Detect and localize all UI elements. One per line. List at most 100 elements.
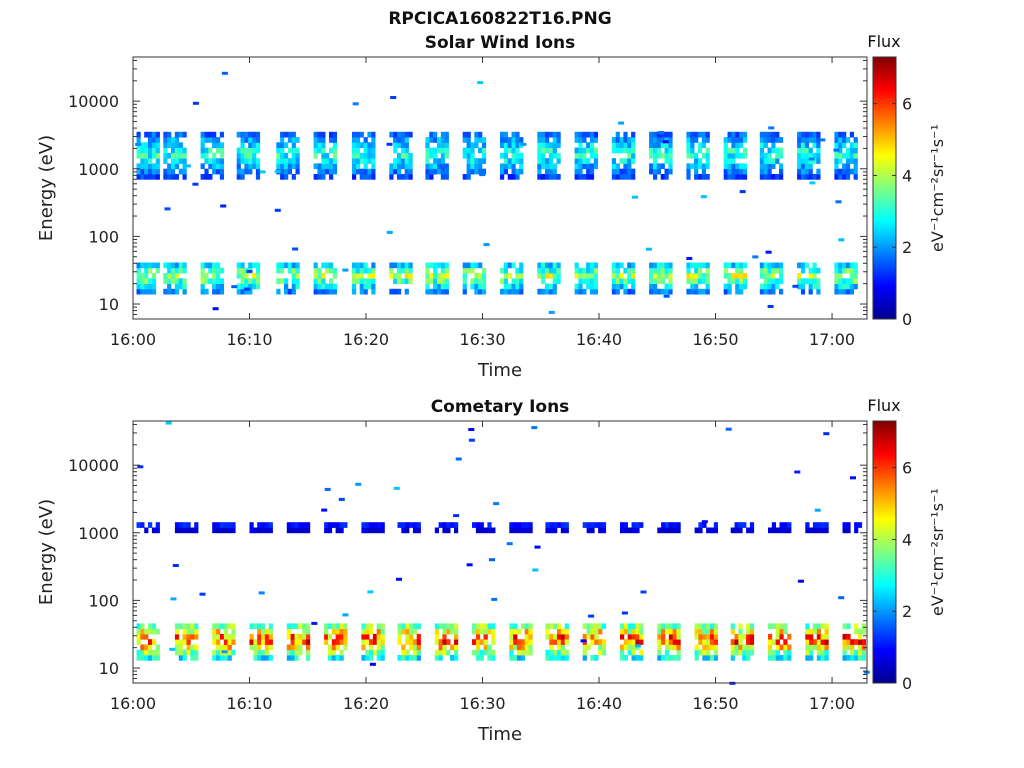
heatmap-cell <box>306 649 311 656</box>
heatmap-cell <box>582 158 587 164</box>
heatmap-cell <box>470 142 475 148</box>
heatmap-cell <box>702 522 707 528</box>
heatmap-cell <box>446 623 451 630</box>
heatmap-cell <box>816 644 821 651</box>
heatmap-cell <box>438 655 443 661</box>
heatmap-cell <box>182 522 187 528</box>
heatmap-cell <box>623 623 628 630</box>
heatmap-cell <box>749 628 755 635</box>
heatmap-cell <box>440 262 445 269</box>
heatmap-cell <box>291 137 296 143</box>
heatmap-cell <box>454 649 459 656</box>
heatmap-cell <box>578 131 583 138</box>
heatmap-cell <box>317 283 322 290</box>
heatmap-cell <box>409 644 414 651</box>
heatmap-cell <box>713 639 718 645</box>
heatmap-cell <box>623 163 628 170</box>
heatmap-cell <box>759 158 764 164</box>
heatmap-cell <box>478 262 483 269</box>
heatmap-cell <box>291 278 296 284</box>
heatmap-cell <box>808 137 813 143</box>
heatmap-cell <box>664 131 669 138</box>
heatmap-cell <box>586 131 591 138</box>
heatmap-cell <box>738 623 743 630</box>
heatmap-cell <box>462 278 467 284</box>
heatmap-cell <box>182 147 187 154</box>
heatmap-cell <box>619 142 624 148</box>
panel-title: Solar Wind Ions <box>425 33 576 53</box>
heatmap-cell <box>216 283 221 290</box>
heatmap-cell <box>653 158 658 164</box>
heatmap-cell <box>742 174 748 180</box>
heatmap-cell <box>468 438 475 442</box>
heatmap-cell <box>738 628 743 635</box>
heatmap-cell <box>327 649 333 656</box>
heatmap-cell <box>264 655 270 661</box>
heatmap-cell <box>739 163 744 170</box>
heatmap-cell <box>553 639 558 645</box>
heatmap-cell <box>167 283 172 290</box>
heatmap-cell <box>174 639 180 645</box>
heatmap-cell <box>280 174 285 180</box>
heatmap-cell <box>730 644 735 651</box>
heatmap-cell <box>627 288 632 295</box>
heatmap-cell <box>306 628 311 635</box>
heatmap-cell <box>186 628 191 635</box>
heatmap-cell <box>730 628 735 635</box>
heatmap-cell <box>615 137 620 143</box>
heatmap-cell <box>763 273 768 279</box>
heatmap-cell <box>507 137 512 143</box>
heatmap-cell <box>174 283 179 290</box>
heatmap-cell <box>208 262 213 269</box>
heatmap-cell <box>627 158 632 164</box>
heatmap-cell <box>730 655 735 661</box>
heatmap-cell <box>686 131 691 138</box>
heatmap-cell <box>849 158 854 164</box>
heatmap-cell <box>355 131 361 138</box>
heatmap-cell <box>548 288 553 295</box>
heatmap-cell <box>702 628 707 635</box>
heatmap-cell <box>481 158 487 164</box>
heatmap-cell <box>694 628 699 635</box>
heatmap-cell <box>548 273 553 279</box>
heatmap-cell <box>668 163 673 170</box>
heatmap-cell <box>731 278 736 284</box>
heatmap-cell <box>446 522 451 528</box>
heatmap-cell <box>775 655 780 661</box>
heatmap-cell <box>686 288 691 295</box>
heatmap-cell <box>834 283 839 290</box>
heatmap-cell <box>324 527 329 534</box>
heatmap-cell <box>590 527 595 534</box>
heatmap-cell <box>478 278 483 284</box>
heatmap-cell <box>739 168 744 175</box>
heatmap-cell <box>812 267 817 274</box>
heatmap-cell <box>429 273 434 279</box>
heatmap-cell <box>759 142 764 148</box>
heatmap-cell <box>556 137 561 143</box>
heatmap-cell <box>335 639 340 645</box>
heatmap-cell <box>668 633 673 640</box>
heatmap-cell <box>287 168 292 175</box>
heatmap-cell <box>697 174 703 180</box>
heatmap-cell <box>437 273 442 279</box>
heatmap-cell <box>280 147 285 154</box>
heatmap-cell <box>620 644 625 651</box>
heatmap-cell <box>824 639 829 645</box>
heatmap-cell <box>376 655 381 661</box>
heatmap-cell <box>244 163 249 170</box>
heatmap-cell <box>325 288 330 295</box>
heatmap-cell <box>816 628 821 635</box>
heatmap-cell <box>509 644 514 651</box>
heatmap-cell <box>819 138 826 142</box>
heatmap-cell <box>845 137 851 143</box>
heatmap-cell <box>611 158 616 164</box>
heatmap-cell <box>548 147 553 154</box>
heatmap-cell <box>601 623 607 630</box>
heatmap-cell <box>787 522 792 528</box>
heatmap-cell <box>845 267 851 274</box>
heatmap-cell <box>511 163 516 170</box>
heatmap-cell <box>331 628 336 635</box>
heatmap-cell <box>405 527 410 534</box>
heatmap-cell <box>593 262 598 269</box>
heatmap-cell <box>171 273 176 279</box>
